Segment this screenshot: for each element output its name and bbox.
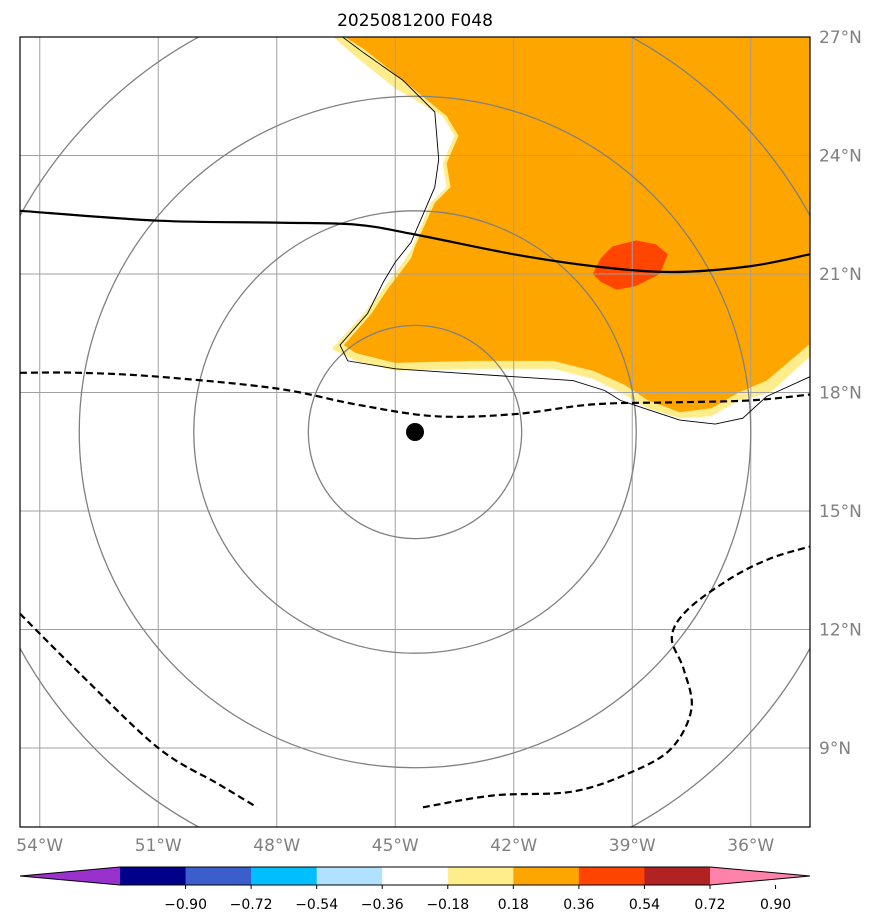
colorbar-segment-0 [120, 867, 187, 885]
lat-tick-label-4: 21°N [819, 265, 862, 285]
colorbar-label-9: 0.90 [760, 897, 791, 913]
colorbar-label-2: −0.54 [295, 897, 338, 913]
lon-tick-label-1: 51°W [135, 836, 182, 856]
colorbar-segment-7 [578, 867, 645, 885]
colorbar-label-1: −0.72 [230, 897, 273, 913]
colorbar-extend-low [20, 867, 120, 885]
colorbar-segment-5 [447, 867, 514, 885]
map-plot-area [19, 36, 811, 828]
lat-tick-label-0: 9°N [819, 739, 851, 759]
lon-tick-label-5: 39°W [609, 836, 656, 856]
colorbar-segment-6 [513, 867, 580, 885]
colorbar-label-8: 0.72 [694, 897, 725, 913]
contour-line-layer [20, 209, 810, 809]
colorbar-extend-high [710, 867, 810, 885]
map-frame [19, 36, 811, 828]
colorbar-segment-3 [316, 867, 383, 885]
lat-tick-label-1: 12°N [819, 621, 862, 641]
colorbar: −0.90 −0.72 −0.54 −0.36 −0.18 0.18 0.36 0.54 0.7… [19, 866, 811, 913]
range-rings [20, 37, 810, 827]
coastline-layer [339, 37, 810, 425]
lat-tick-label-3: 18°N [819, 384, 862, 404]
dashed-contour-1 [20, 371, 810, 418]
lon-tick-label-2: 48°W [253, 836, 300, 856]
lat-tick-label-6: 27°N [819, 28, 862, 48]
coastline [339, 37, 810, 425]
colorbar-label-3: −0.36 [361, 897, 404, 913]
dashed-contour-2 [20, 612, 258, 809]
dashed-contour-3 [422, 545, 810, 809]
marker-layer [406, 423, 424, 441]
colorbar-segment-2 [251, 867, 318, 885]
colorbar-segment-4 [382, 867, 449, 885]
colorbar-label-4: −0.18 [426, 897, 469, 913]
range-ring-1 [193, 210, 637, 654]
colorbar-label-0: −0.90 [164, 897, 207, 913]
colorbar-outline [19, 866, 811, 886]
lat-tick-label-2: 15°N [819, 502, 862, 522]
range-ring-2 [78, 95, 752, 769]
colorbar-label-7: 0.54 [629, 897, 660, 913]
colorbar-segment-8 [644, 867, 711, 885]
lat-tick-label-5: 24°N [819, 147, 862, 167]
lon-tick-label-3: 45°W [372, 836, 419, 856]
filled-region-1 [343, 37, 810, 413]
latitude-tick-labels: 9°N 12°N 15°N 18°N 21°N 24°N 27°N [819, 28, 862, 759]
range-ring-0 [307, 324, 523, 540]
chart-title: 2025081200 F048 [337, 11, 493, 31]
lon-tick-label-6: 36°W [727, 836, 774, 856]
lon-tick-label-0: 54°W [16, 836, 63, 856]
longitude-tick-labels: 54°W 51°W 48°W 45°W 42°W 39°W 36°W [16, 836, 774, 856]
lon-tick-label-4: 42°W [490, 836, 537, 856]
colorbar-label-6: 0.36 [563, 897, 594, 913]
filled-region-2 [592, 240, 668, 290]
colorbar-segment-1 [185, 867, 252, 885]
storm-center-marker [406, 423, 424, 441]
colorbar-label-5: 0.18 [498, 897, 529, 913]
filled-contour-layer [332, 37, 810, 419]
solid-contour-0 [20, 209, 810, 274]
